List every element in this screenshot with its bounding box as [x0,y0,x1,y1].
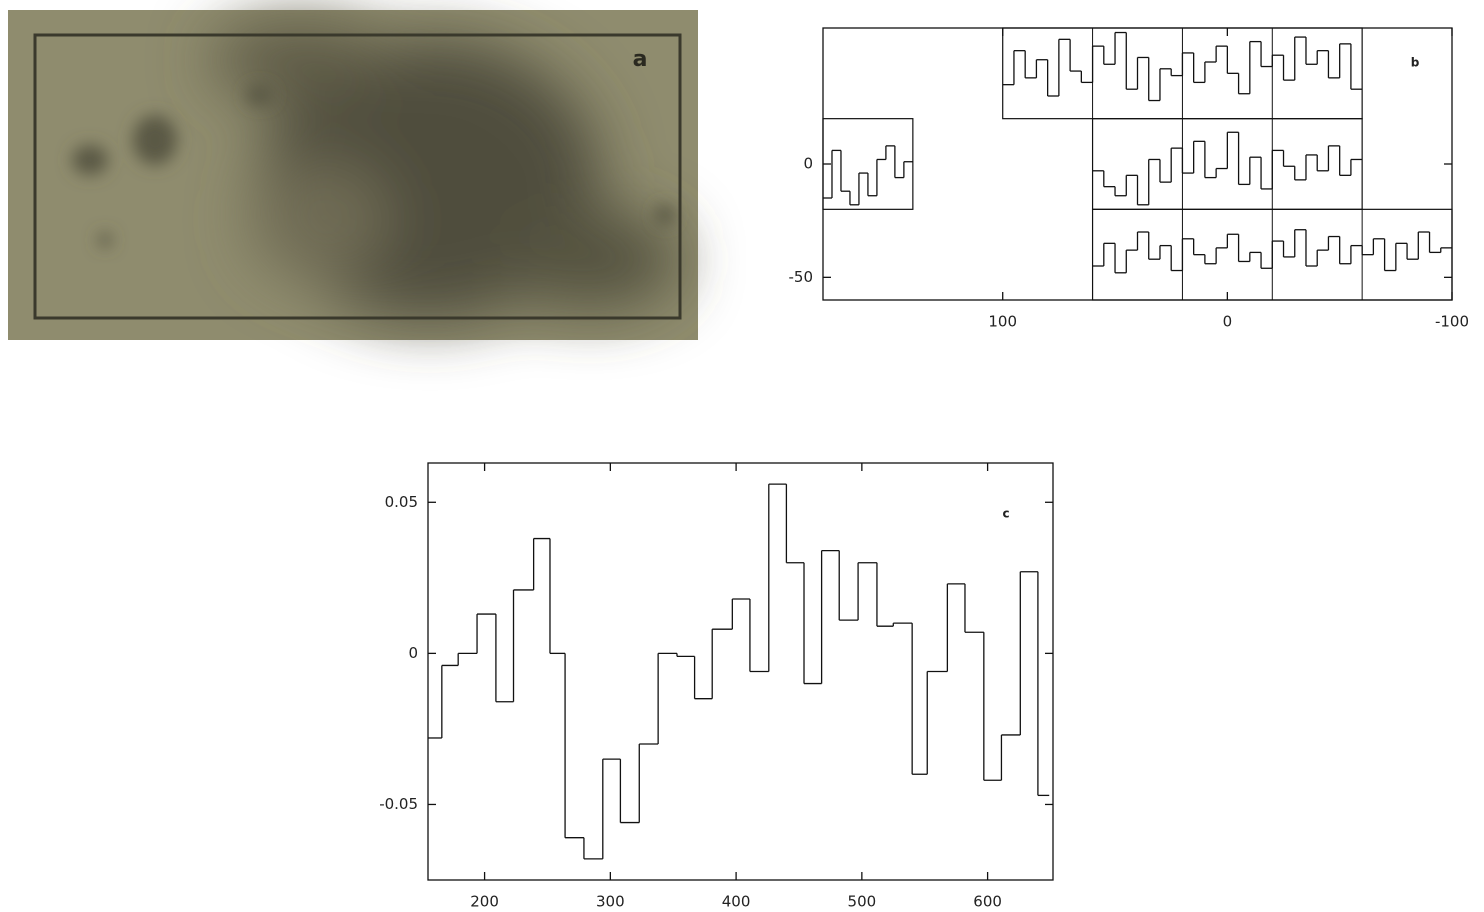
y-tick-label: 0 [408,644,418,662]
panel-a [8,10,698,340]
panel-label: c [1002,507,1009,521]
x-tick-label: 500 [848,893,877,911]
y-tick-label: -50 [789,268,814,286]
photo-spots [72,85,675,247]
x-tick-label: 600 [973,893,1002,911]
x-tick-label: 200 [470,893,499,911]
photo-frame [33,33,682,320]
x-tick-label: 400 [722,893,751,911]
panel-label: b [1411,56,1420,70]
plot-frame [427,462,1054,881]
y-tick-label: 0.05 [385,493,418,511]
photo-shading [210,20,680,320]
x-tick-label: 300 [596,893,625,911]
x-tick-label: 100 [988,313,1017,331]
panel-label: a [633,47,648,72]
strip-box [822,118,914,210]
x-tick-label: -100 [1435,313,1469,331]
y-tick-label: 0 [803,155,813,173]
x-tick-label: 0 [1223,313,1233,331]
y-tick-label: -0.05 [379,795,418,813]
